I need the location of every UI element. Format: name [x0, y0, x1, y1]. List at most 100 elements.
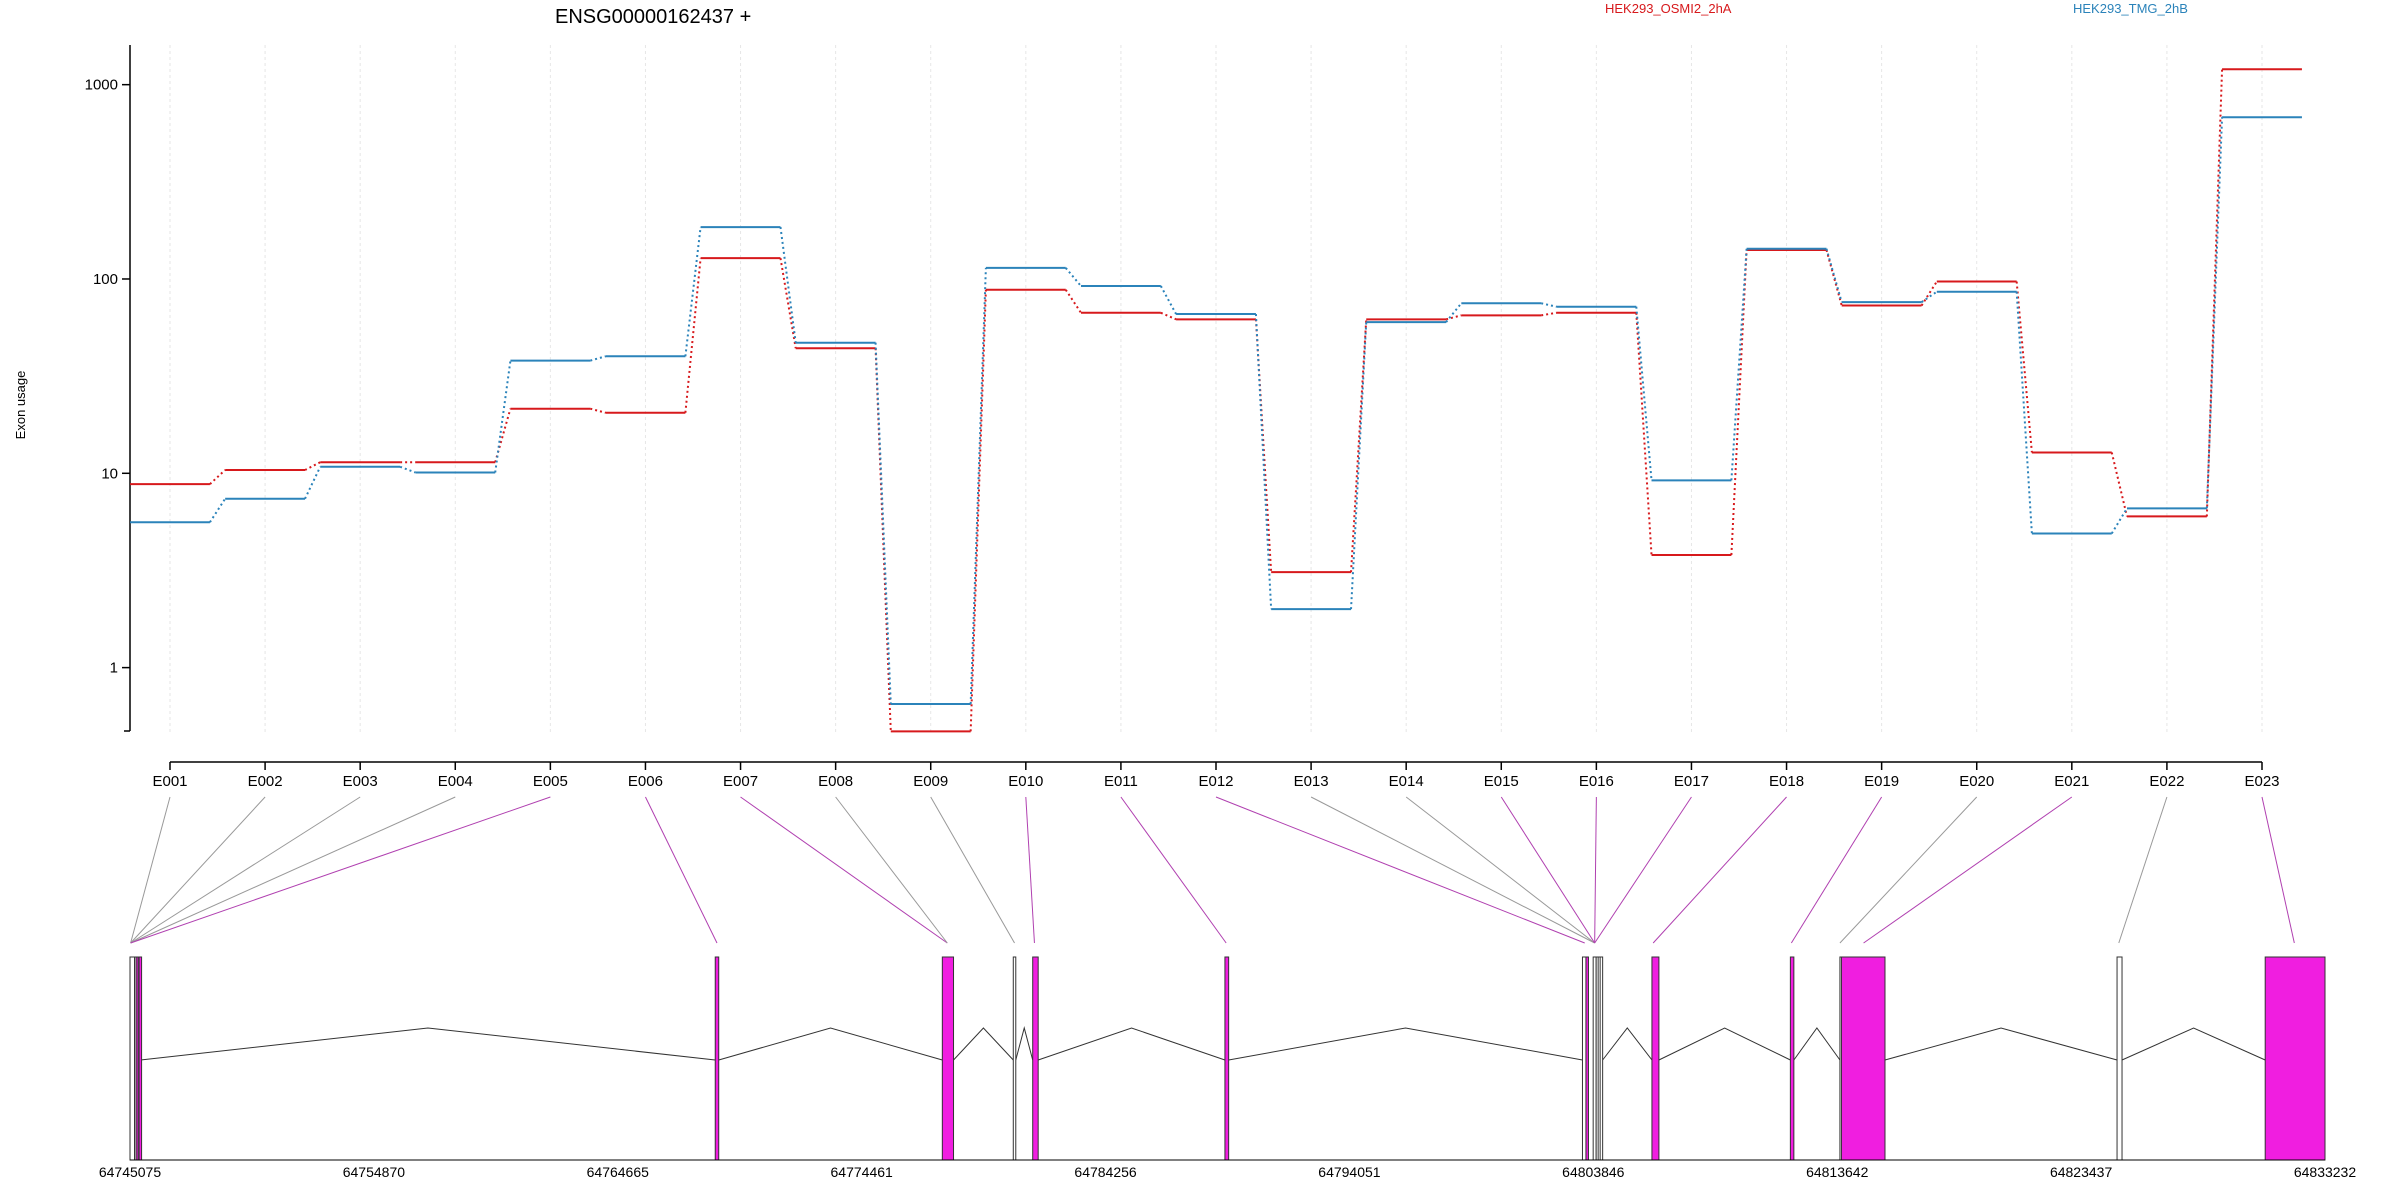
data-connector	[304, 466, 322, 500]
exon-connector	[1500, 796, 1596, 944]
axes: 1 10 100 1000 E001 E002 E003 E004 E005 E006 E007 E0…	[85, 45, 2280, 790]
data-connector	[590, 407, 606, 414]
exon-box	[714, 956, 720, 1161]
intron-line	[140, 1027, 716, 1061]
data-connector	[209, 498, 226, 523]
intron-line	[2121, 1027, 2266, 1061]
x-tick-label: E013	[1294, 773, 1329, 790]
genomic-tick-label: 64794051	[1318, 1164, 1381, 1180]
exon-connector	[2118, 796, 2168, 944]
y-tick-label: 100	[93, 271, 118, 288]
series-1	[130, 116, 2302, 705]
data-connector	[1635, 312, 1653, 556]
x-tick-label: E005	[533, 773, 568, 790]
exon-connector	[1405, 796, 1595, 944]
x-tick-label: E004	[438, 773, 473, 790]
x-tick-label: E001	[152, 773, 187, 790]
data-connector	[2110, 452, 2128, 517]
data-connector	[494, 360, 512, 473]
genomic-tick-label: 64784256	[1074, 1164, 1137, 1180]
x-tick-label: E015	[1484, 773, 1519, 790]
genomic-tick-label: 64754870	[343, 1164, 406, 1180]
exon-box	[1651, 956, 1660, 1161]
data-connector	[590, 355, 606, 362]
x-tick-label: E016	[1579, 773, 1614, 790]
data-connector	[1445, 314, 1462, 321]
x-tick-label: E008	[818, 773, 853, 790]
exon-connector	[130, 796, 361, 944]
exon-connector-lines	[130, 796, 2295, 944]
exon-connector	[930, 796, 1015, 944]
exon-connector	[1025, 796, 1035, 944]
data-connector	[1635, 306, 1653, 481]
y-tick-label: 1000	[85, 77, 118, 94]
grid-lines	[169, 45, 2263, 735]
x-tick-label: E007	[723, 773, 758, 790]
exon-connector	[645, 796, 718, 944]
chart-title: ENSG00000162437 +	[555, 6, 751, 28]
data-connector	[1540, 302, 1557, 308]
x-tick-label: E011	[1104, 773, 1138, 790]
y-tick-label: 10	[101, 465, 118, 482]
genomic-tick-label: 64823437	[2050, 1164, 2113, 1180]
x-tick-label: E014	[1389, 773, 1424, 790]
data-connector	[874, 348, 892, 732]
gene-model: 64745075 64754870 64764665 64774461 64784256…	[99, 956, 2357, 1180]
genomic-tick-label: 64833232	[2294, 1164, 2357, 1180]
data-connector	[2015, 291, 2033, 534]
exon-box	[1012, 956, 1017, 1161]
exon-connector	[1652, 796, 1787, 944]
data-connector	[2110, 507, 2128, 535]
x-tick-label: E012	[1198, 773, 1233, 790]
exon-connector	[1215, 796, 1585, 944]
data-connector	[1350, 322, 1368, 610]
intron-line	[1602, 1027, 1653, 1061]
data-connector	[1730, 248, 1748, 481]
data-connector	[494, 408, 512, 463]
x-tick-label: E017	[1674, 773, 1709, 790]
data-connector	[1064, 267, 1082, 287]
data-connector	[684, 226, 702, 357]
x-tick-label: E009	[913, 773, 948, 790]
data-connector	[779, 226, 797, 343]
intron-line	[1038, 1027, 1226, 1061]
x-tick-label: E022	[2149, 773, 2184, 790]
data-connector	[209, 469, 226, 485]
data-connector	[1350, 319, 1368, 573]
data-connector	[1730, 249, 1748, 556]
genomic-tick-label: 64745075	[99, 1164, 162, 1180]
data-connector	[399, 465, 416, 474]
data-connector	[1541, 311, 1557, 317]
intron-line	[718, 1027, 943, 1061]
x-tick-label: E002	[248, 773, 283, 790]
genomic-tick-label: 64774461	[831, 1164, 894, 1180]
legend-label-osmi2: HEK293_OSMI2_2hA	[1605, 1, 1732, 16]
data-connector	[1160, 311, 1177, 321]
exon-box	[1224, 956, 1230, 1161]
intron-line	[953, 1027, 1014, 1061]
exon-connector	[130, 796, 456, 944]
legend-label-tmg: HEK293_TMG_2hB	[2073, 1, 2188, 16]
data-connector	[304, 461, 321, 471]
exon-connector	[1594, 796, 1597, 944]
data-connector	[1159, 285, 1177, 315]
data-connector	[684, 258, 702, 413]
intron-line	[1884, 1027, 2118, 1061]
exon-box	[129, 956, 136, 1161]
exon-connector	[1863, 796, 2073, 944]
data-connector	[2205, 117, 2224, 509]
exon-connector	[740, 796, 948, 944]
exon-connector	[130, 796, 551, 944]
genomic-tick-label: 64813642	[1806, 1164, 1869, 1180]
genomic-tick-label: 64764665	[587, 1164, 650, 1180]
x-tick-label: E019	[1864, 773, 1899, 790]
intron-line	[1015, 1026, 1034, 1061]
exon-connector	[1790, 796, 1883, 944]
data-connector	[1064, 289, 1082, 314]
genomic-tick-label: 64803846	[1562, 1164, 1625, 1180]
exon-box	[1599, 956, 1604, 1161]
data-connector	[1445, 302, 1463, 323]
exon-connector	[130, 796, 171, 944]
exon-box	[1032, 956, 1039, 1161]
